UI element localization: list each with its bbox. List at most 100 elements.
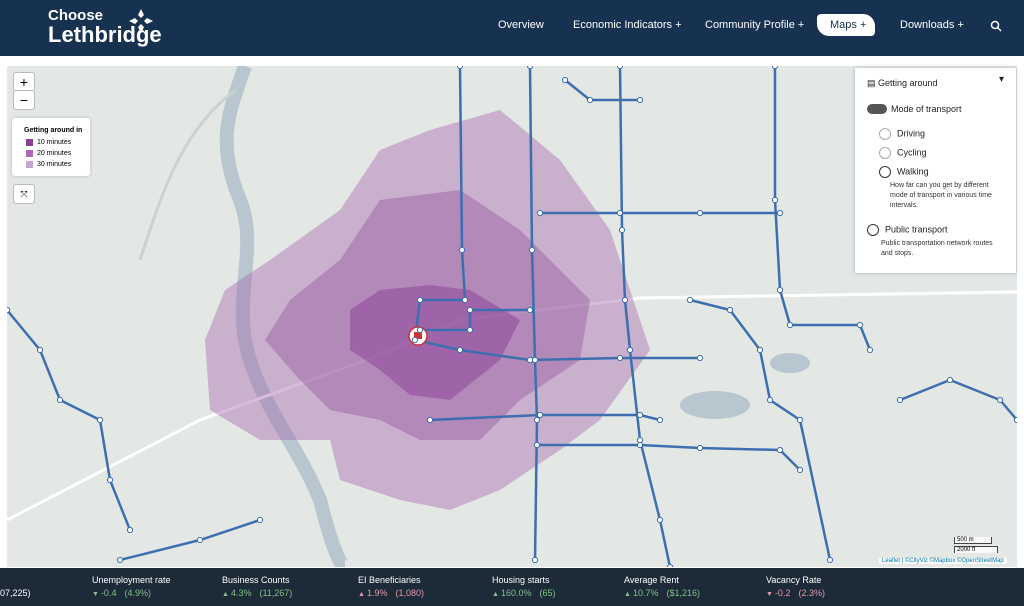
zoom-in[interactable]: + <box>13 72 35 92</box>
transit-stop[interactable] <box>636 436 644 444</box>
transit-stop[interactable] <box>531 556 539 564</box>
transit-stop[interactable] <box>561 76 569 84</box>
transit-stop[interactable] <box>626 346 634 354</box>
transit-stop[interactable] <box>866 346 874 354</box>
transit-stop[interactable] <box>466 306 474 314</box>
nav-link[interactable]: Community Profile + <box>705 19 805 31</box>
nav-link[interactable]: Downloads + <box>900 19 964 31</box>
attribution[interactable]: Leaflet | ©CityViz ©Mapbox ©OpenStreetMa… <box>879 558 1007 564</box>
transit-stop[interactable] <box>106 476 114 484</box>
collapse-caret[interactable]: ▾ <box>999 74 1005 85</box>
transit-stop[interactable] <box>618 226 626 234</box>
transit-stop[interactable] <box>533 416 541 424</box>
ticker-item[interactable]: Average Rent ▲ 10.7% ($1,216) <box>624 575 700 598</box>
transit-stop[interactable] <box>196 536 204 544</box>
transit-stop[interactable] <box>411 336 419 344</box>
fullscreen-button[interactable]: ⤧ <box>13 184 35 204</box>
transit-stop[interactable] <box>776 286 784 294</box>
option[interactable]: Walking <box>879 166 929 178</box>
transit-route <box>689 298 832 561</box>
nav-active-pill[interactable] <box>817 14 875 36</box>
transit-stop[interactable] <box>796 466 804 474</box>
legend: Getting around in 10 minutes 20 minutes … <box>12 118 90 176</box>
transit-desc: Public transportation network routes and… <box>881 240 993 257</box>
option[interactable]: Cycling <box>879 147 927 159</box>
panel-title[interactable]: ▤ Getting around <box>867 78 938 88</box>
transit-stop[interactable] <box>636 96 644 104</box>
transit-stop[interactable] <box>856 321 864 329</box>
ticker-item[interactable]: Business Counts ▲ 4.3% (11,267) <box>222 575 292 598</box>
transit-stop[interactable] <box>696 209 704 217</box>
transit-stop[interactable] <box>536 209 544 217</box>
nav-link[interactable]: Overview <box>498 19 544 31</box>
transit-stop[interactable] <box>458 246 466 254</box>
transit-stop[interactable] <box>796 416 804 424</box>
transit-stop[interactable] <box>616 354 624 362</box>
transit-stop[interactable] <box>116 556 124 564</box>
transit-stop[interactable] <box>696 444 704 452</box>
transit-stop[interactable] <box>533 441 541 449</box>
transit-stop[interactable] <box>56 396 64 404</box>
option[interactable]: Driving <box>879 128 925 140</box>
transit-stop[interactable] <box>656 416 664 424</box>
panel-title-text: Getting around <box>878 78 938 88</box>
ticker-label: EI Beneficiaries <box>358 575 421 585</box>
transit-stop[interactable] <box>536 411 544 419</box>
transit-stop[interactable] <box>616 66 624 70</box>
transit-route <box>618 66 672 567</box>
ticker-item[interactable]: Unemployment rate ▼ -0.4 (4.9%) <box>92 575 171 598</box>
transit-stop[interactable] <box>896 396 904 404</box>
transit-stop[interactable] <box>786 321 794 329</box>
transit-stop[interactable] <box>686 296 694 304</box>
transit-toggle[interactable]: Public transport <box>867 224 948 236</box>
transit-stop[interactable] <box>636 441 644 449</box>
transit-stop[interactable] <box>256 516 264 524</box>
transit-stop[interactable] <box>946 376 954 384</box>
transit-stop[interactable] <box>726 306 734 314</box>
transit-stop[interactable] <box>586 96 594 104</box>
transit-stop[interactable] <box>776 209 784 217</box>
transit-stop[interactable] <box>531 356 539 364</box>
ticker-item[interactable]: EI Beneficiaries ▲ 1.9% (1,080) <box>358 575 424 598</box>
transit-stop[interactable] <box>426 416 434 424</box>
transit-stop[interactable] <box>36 346 44 354</box>
ticker-item[interactable]: Housing starts ▲ 160.0% (65) <box>492 575 555 598</box>
transit-stop[interactable] <box>126 526 134 534</box>
transit-stop[interactable] <box>826 556 834 564</box>
legend-item: 10 minutes <box>26 137 90 148</box>
transit-stop[interactable] <box>461 296 469 304</box>
map[interactable]: + − ⤧ <box>7 66 1017 567</box>
transit-stop[interactable] <box>756 346 764 354</box>
transit-stop[interactable] <box>466 326 474 334</box>
transit-stop[interactable] <box>526 356 534 364</box>
transit-stop[interactable] <box>96 416 104 424</box>
transit-stop[interactable] <box>456 66 464 70</box>
transit-stop[interactable] <box>766 396 774 404</box>
transit-stop[interactable] <box>526 66 534 70</box>
transit-stop[interactable] <box>666 563 674 567</box>
nav-link[interactable]: Economic Indicators + <box>573 19 682 31</box>
transit-stop[interactable] <box>526 306 534 314</box>
transit-stop[interactable] <box>616 209 624 217</box>
logo-line1[interactable]: Choose <box>48 7 104 24</box>
transit-stop[interactable] <box>776 446 784 454</box>
transit-stop[interactable] <box>528 246 536 254</box>
transit-stop[interactable] <box>456 346 464 354</box>
ticker-item[interactable]: Vacancy Rate ▼ -0.2 (2.3%) <box>766 575 825 598</box>
transit-stop[interactable] <box>656 516 664 524</box>
transit-stop[interactable] <box>771 66 779 70</box>
transit-stop[interactable] <box>621 296 629 304</box>
transit-stop[interactable] <box>771 196 779 204</box>
search-icon[interactable] <box>990 20 1002 32</box>
transit-stop[interactable] <box>996 396 1004 404</box>
toggle[interactable] <box>867 104 887 114</box>
zoom-out[interactable]: − <box>13 90 35 110</box>
transit-stop[interactable] <box>7 306 11 314</box>
transit-stop[interactable] <box>636 411 644 419</box>
transit-stop[interactable] <box>416 326 424 334</box>
transit-stop[interactable] <box>1013 416 1017 424</box>
nav-link[interactable]: Maps + <box>830 19 867 31</box>
transit-stop[interactable] <box>696 354 704 362</box>
transit-stop[interactable] <box>416 296 424 304</box>
ticker-label: Vacancy Rate <box>766 575 822 585</box>
